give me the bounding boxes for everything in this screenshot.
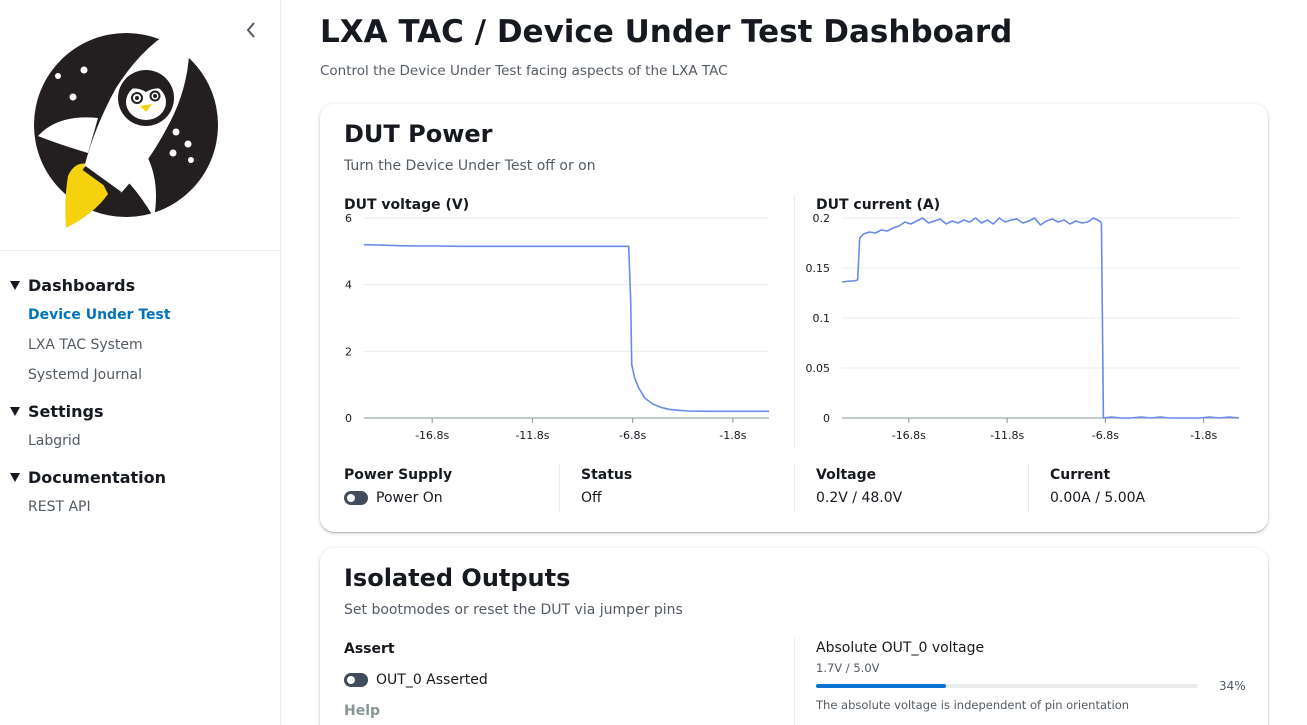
caret-down-icon bbox=[10, 280, 20, 290]
nav-section-settings: Settings Labgrid bbox=[0, 396, 280, 456]
sidebar-nav: Dashboards Device Under Test LXA TAC Sys… bbox=[0, 270, 280, 528]
y-tick-label: 0.1 bbox=[813, 312, 831, 325]
voltage-chart-title: DUT voltage (V) bbox=[344, 197, 470, 213]
power-toggle[interactable]: Power On bbox=[344, 486, 452, 510]
voltage-field: Voltage 0.2V / 48.0V bbox=[816, 464, 902, 510]
power-toggle-label: Power On bbox=[376, 490, 443, 506]
chevron-left-icon[interactable] bbox=[240, 20, 262, 44]
kv-divider bbox=[559, 464, 560, 512]
sidebar-item-rest-api[interactable]: REST API bbox=[28, 499, 91, 515]
section-title: Dashboards bbox=[28, 275, 136, 295]
out0-voltage-value: 1.7V / 5.0V bbox=[816, 661, 880, 675]
rocket-penguin-logo[interactable] bbox=[28, 18, 228, 233]
current-chart-title: DUT current (A) bbox=[816, 197, 941, 213]
sidebar-item-systemd-journal[interactable]: Systemd Journal bbox=[28, 367, 142, 383]
out0-voltage-label: Absolute OUT_0 voltage bbox=[816, 640, 985, 656]
dut-power-card: DUT Power Turn the Device Under Test off… bbox=[320, 104, 1268, 532]
current-label: Current bbox=[1050, 467, 1111, 483]
sidebar-divider bbox=[0, 250, 280, 251]
isolated-outputs-card: Isolated Outputs Set bootmodes or reset … bbox=[320, 548, 1268, 725]
y-tick-label: 2 bbox=[345, 345, 352, 358]
out0-toggle[interactable]: OUT_0 Asserted bbox=[344, 668, 488, 692]
status-value: Off bbox=[581, 490, 602, 506]
voltage-value: 0.2V / 48.0V bbox=[816, 490, 903, 506]
x-tick-label: -1.8s bbox=[1190, 429, 1217, 442]
sidebar-item-lxa-tac-system[interactable]: LXA TAC System bbox=[28, 337, 143, 353]
series-line bbox=[841, 217, 1240, 419]
toggle-switch[interactable] bbox=[344, 673, 368, 687]
sidebar-item-device-under-test[interactable]: Device Under Test bbox=[28, 307, 171, 323]
card-subtitle: Set bootmodes or reset the DUT via jumpe… bbox=[344, 602, 683, 618]
column-divider bbox=[794, 638, 795, 725]
section-title: Settings bbox=[28, 401, 104, 421]
y-tick-label: 0 bbox=[823, 412, 830, 425]
out0-voltage-percent: 34% bbox=[1219, 679, 1246, 693]
current-chart: 0 0.05 0.1 0.15 0.2 -16.8s -11.8s -6.8s -1.8s bbox=[806, 212, 1240, 442]
out0-voltage-progress bbox=[816, 684, 1198, 688]
current-field: Current 0.00A / 5.00A bbox=[1050, 464, 1145, 510]
status-label: Status bbox=[581, 467, 633, 483]
x-tick-label: -6.8s bbox=[1092, 429, 1119, 442]
voltage-label: Voltage bbox=[816, 467, 877, 483]
caret-down-icon bbox=[10, 406, 20, 416]
assert-field: Assert OUT_0 Asserted Help bbox=[344, 638, 488, 722]
page-title: LXA TAC / Device Under Test Dashboard bbox=[320, 14, 1013, 50]
voltage-chart: 0 2 4 6 -16.8s -11.8s -6.8s -1.8s bbox=[345, 212, 769, 442]
x-tick-label: -6.8s bbox=[619, 429, 646, 442]
power-supply-label: Power Supply bbox=[344, 467, 453, 483]
y-tick-label: 6 bbox=[345, 212, 352, 225]
sidebar-item-labgrid[interactable]: Labgrid bbox=[28, 433, 81, 449]
current-value: 0.00A / 5.00A bbox=[1050, 490, 1146, 506]
kv-divider bbox=[794, 464, 795, 512]
section-title: Documentation bbox=[28, 467, 167, 487]
chart-divider bbox=[794, 194, 795, 448]
card-title: Isolated Outputs bbox=[344, 564, 571, 592]
x-tick-label: -11.8s bbox=[990, 429, 1024, 442]
x-tick-label: -11.8s bbox=[515, 429, 549, 442]
toggle-switch[interactable] bbox=[344, 491, 368, 505]
assert-label: Assert bbox=[344, 641, 395, 657]
x-tick-label: -16.8s bbox=[892, 429, 926, 442]
y-tick-label: 4 bbox=[345, 279, 352, 292]
nav-section-documentation: Documentation REST API bbox=[0, 462, 280, 522]
y-tick-label: 0.05 bbox=[806, 362, 831, 375]
kv-divider bbox=[1028, 464, 1029, 512]
y-tick-label: 0.2 bbox=[813, 212, 831, 225]
logo-graphic bbox=[34, 23, 218, 228]
card-subtitle: Turn the Device Under Test off or on bbox=[344, 158, 596, 174]
section-toggle-documentation[interactable]: Documentation bbox=[0, 462, 280, 492]
y-tick-label: 0.15 bbox=[806, 262, 831, 275]
out0-toggle-label: OUT_0 Asserted bbox=[376, 672, 488, 688]
status-field: Status Off bbox=[581, 464, 632, 510]
section-toggle-dashboards[interactable]: Dashboards bbox=[0, 270, 280, 300]
help-label: Help bbox=[344, 703, 381, 719]
series-line bbox=[363, 243, 769, 413]
x-tick-label: -1.8s bbox=[719, 429, 746, 442]
caret-down-icon bbox=[10, 472, 20, 482]
y-tick-label: 0 bbox=[345, 412, 352, 425]
card-title: DUT Power bbox=[344, 120, 493, 148]
power-supply-field: Power Supply Power On bbox=[344, 464, 452, 510]
page-subtitle: Control the Device Under Test facing asp… bbox=[320, 63, 728, 79]
x-tick-label: -16.8s bbox=[415, 429, 449, 442]
out0-voltage-description: The absolute voltage is independent of p… bbox=[816, 698, 1130, 712]
sidebar: Dashboards Device Under Test LXA TAC Sys… bbox=[0, 0, 281, 725]
nav-section-dashboards: Dashboards Device Under Test LXA TAC Sys… bbox=[0, 270, 280, 390]
progress-fill bbox=[816, 684, 946, 688]
section-toggle-settings[interactable]: Settings bbox=[0, 396, 280, 426]
